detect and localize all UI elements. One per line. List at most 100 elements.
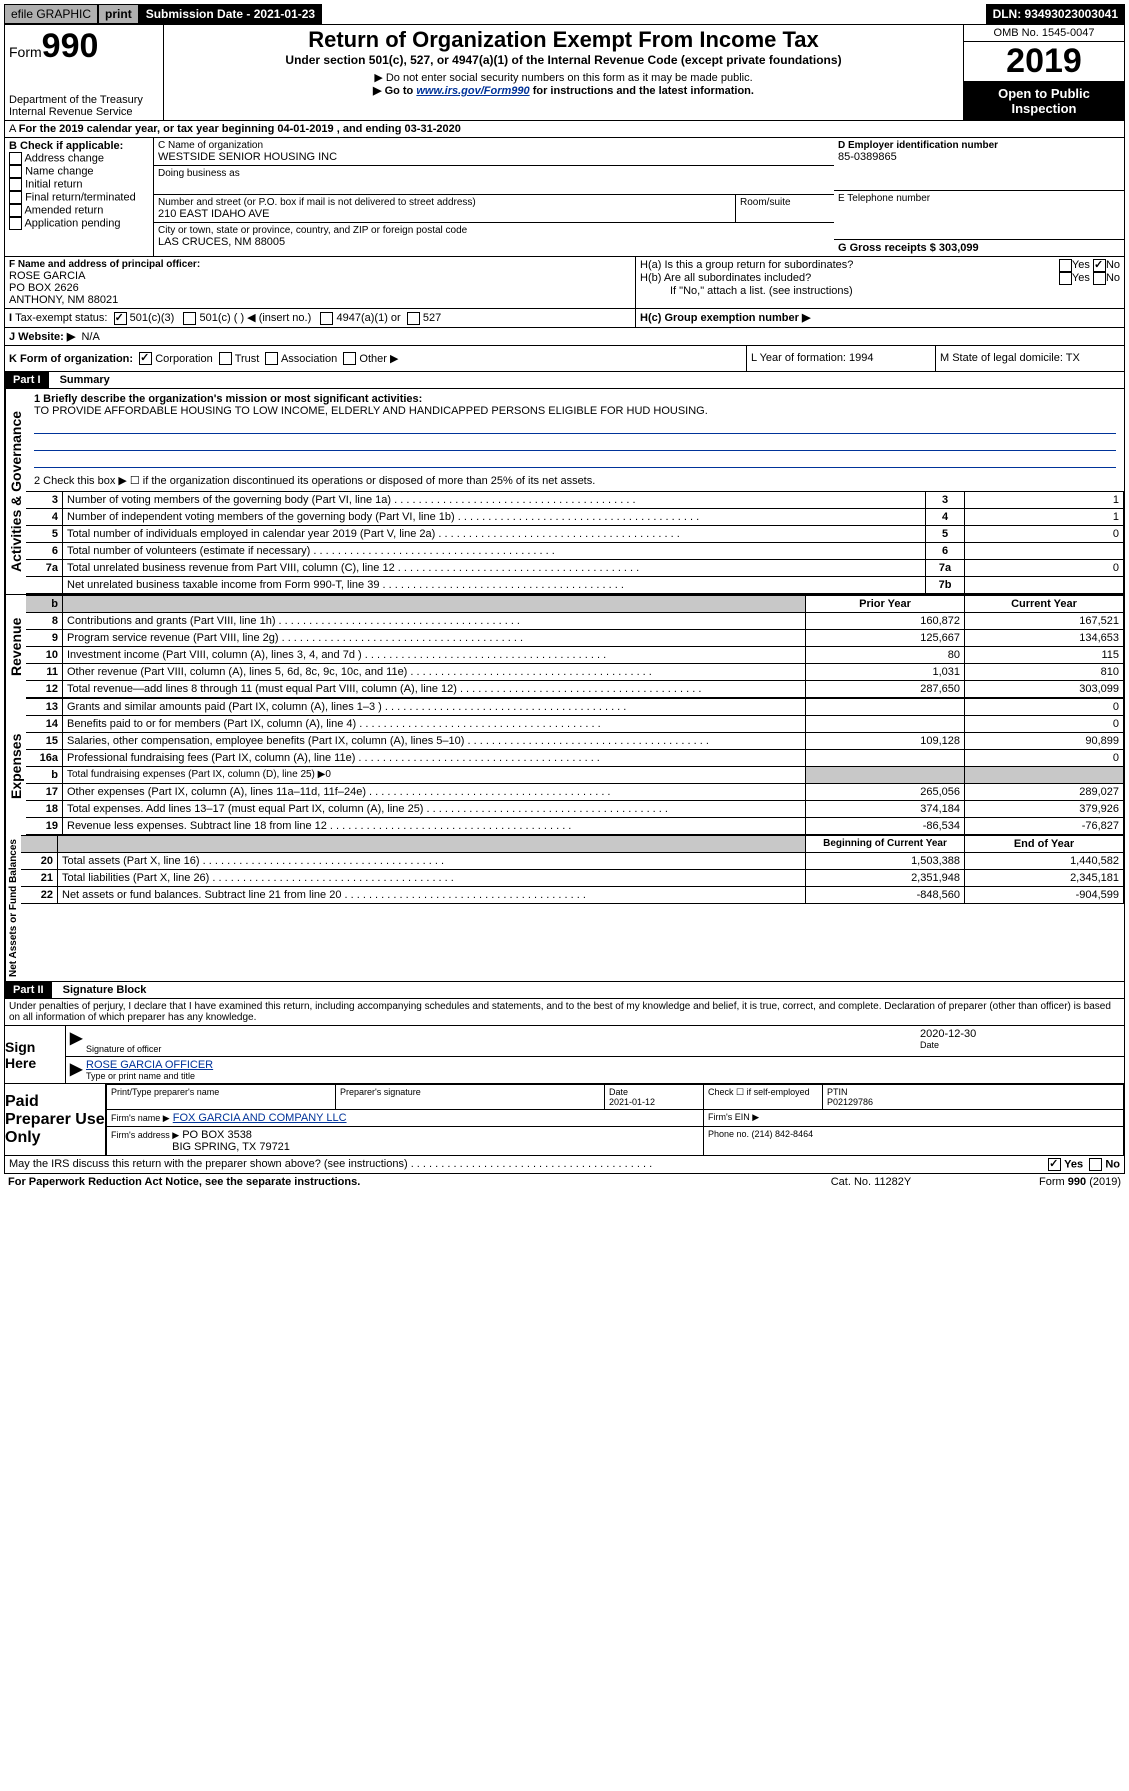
- officer-label: F Name and address of principal officer:: [9, 259, 631, 270]
- efile-label: efile GRAPHIC: [4, 4, 98, 24]
- firm-addr: PO BOX 3538: [182, 1129, 252, 1141]
- discuss-yes[interactable]: [1048, 1158, 1061, 1171]
- discuss-no[interactable]: [1089, 1158, 1102, 1171]
- vert-activities: Activities & Governance: [5, 389, 26, 594]
- open-to-public: Open to Public Inspection: [964, 82, 1124, 120]
- subtitle: Under section 501(c), 527, or 4947(a)(1)…: [168, 53, 959, 67]
- submission-date: Submission Date - 2021-01-23: [139, 4, 322, 24]
- table-row: 6 Total number of volunteers (estimate i…: [26, 543, 1124, 560]
- org-name-label: C Name of organization: [158, 140, 830, 151]
- ptin-value: P02129786: [827, 1097, 873, 1107]
- box-f: F Name and address of principal officer:…: [4, 257, 636, 309]
- check-amended[interactable]: Amended return: [9, 204, 149, 217]
- vert-net: Net Assets or Fund Balances: [5, 835, 21, 981]
- line-j: J Website: ▶ N/A: [4, 328, 1125, 346]
- check-initial[interactable]: Initial return: [9, 178, 149, 191]
- table-row: 22 Net assets or fund balances. Subtract…: [21, 887, 1124, 904]
- table-row: 17 Other expenses (Part IX, column (A), …: [26, 784, 1124, 801]
- paid-preparer-label: Paid Preparer Use Only: [5, 1084, 106, 1155]
- line-a: A For the 2019 calendar year, or tax yea…: [4, 121, 1125, 138]
- ptin-label: PTIN: [827, 1087, 848, 1097]
- table-row: 19 Revenue less expenses. Subtract line …: [26, 818, 1124, 835]
- check-final[interactable]: Final return/terminated: [9, 191, 149, 204]
- irs-link[interactable]: www.irs.gov/Form990: [416, 85, 529, 97]
- chk-501c3[interactable]: [114, 312, 127, 325]
- current-year-header: Current Year: [965, 596, 1124, 613]
- box-b: B Check if applicable: Address change Na…: [4, 138, 154, 257]
- arrow-icon: ▶: [70, 1028, 86, 1054]
- begin-year-header: Beginning of Current Year: [806, 836, 965, 853]
- officer-name-label: Type or print name and title: [86, 1071, 1120, 1081]
- table-row: 8 Contributions and grants (Part VIII, l…: [26, 613, 1124, 630]
- expenses-table: 13 Grants and similar amounts paid (Part…: [26, 698, 1124, 835]
- discuss-text: May the IRS discuss this return with the…: [9, 1158, 1048, 1171]
- firm-ein-label: Firm's EIN ▶: [704, 1110, 1124, 1127]
- q2-text: 2 Check this box ▶ ☐ if the organization…: [34, 474, 1116, 487]
- discuss-row: May the IRS discuss this return with the…: [4, 1156, 1125, 1174]
- table-row: 16a Professional fundraising fees (Part …: [26, 750, 1124, 767]
- officer-addr2: ANTHONY, NM 88021: [9, 294, 631, 306]
- org-info-block: B Check if applicable: Address change Na…: [4, 138, 1125, 257]
- klm-row: K Form of organization: Corporation Trus…: [4, 346, 1125, 373]
- top-bar: efile GRAPHIC print Submission Date - 20…: [4, 4, 1125, 24]
- table-row: Net unrelated business taxable income fr…: [26, 577, 1124, 594]
- net-table: Beginning of Current Year End of Year 20…: [21, 835, 1124, 904]
- table-row: 20 Total assets (Part X, line 16) 1,503,…: [21, 853, 1124, 870]
- org-name: WESTSIDE SENIOR HOUSING INC: [158, 151, 830, 163]
- part1-body: Activities & Governance 1 Briefly descri…: [4, 389, 1125, 982]
- revenue-table: b Prior Year Current Year 8 Contribution…: [26, 595, 1124, 698]
- prior-year-header: Prior Year: [806, 596, 965, 613]
- form-number: Form990: [9, 27, 159, 66]
- box-deg: D Employer identification number 85-0389…: [834, 138, 1125, 257]
- chk-4947[interactable]: [320, 312, 333, 325]
- officer-printed-name[interactable]: ROSE GARCIA OFFICER: [86, 1059, 213, 1071]
- page-title: Return of Organization Exempt From Incom…: [168, 27, 959, 53]
- department-label: Department of the Treasury Internal Reve…: [9, 94, 159, 118]
- h-b-no[interactable]: [1093, 272, 1106, 285]
- table-row: 4 Number of independent voting members o…: [26, 509, 1124, 526]
- tax-year: 2019: [964, 42, 1124, 82]
- chk-trust[interactable]: [219, 352, 232, 365]
- h-a-yes[interactable]: [1059, 259, 1072, 272]
- form-prefix: Form: [9, 44, 42, 60]
- prep-date-label: Date: [609, 1087, 628, 1097]
- h-b-yes[interactable]: [1059, 272, 1072, 285]
- table-row: 7a Total unrelated business revenue from…: [26, 560, 1124, 577]
- table-row: 13 Grants and similar amounts paid (Part…: [26, 699, 1124, 716]
- org-address: 210 EAST IDAHO AVE: [158, 208, 731, 220]
- line-k: K Form of organization: Corporation Trus…: [4, 346, 747, 373]
- chk-527[interactable]: [407, 312, 420, 325]
- h-a: H(a) Is this a group return for subordin…: [640, 259, 1059, 272]
- omb-number: OMB No. 1545-0047: [964, 25, 1124, 42]
- firm-name[interactable]: FOX GARCIA AND COMPANY LLC: [173, 1112, 347, 1124]
- chk-501c[interactable]: [183, 312, 196, 325]
- chk-corp[interactable]: [139, 352, 152, 365]
- part2-tag: Part II: [5, 982, 52, 998]
- note-ssn: ▶ Do not enter social security numbers o…: [168, 71, 959, 84]
- preparer-table: Print/Type preparer's name Preparer's si…: [106, 1084, 1124, 1155]
- note-link: ▶ Go to www.irs.gov/Form990 for instruct…: [168, 84, 959, 97]
- check-address[interactable]: Address change: [9, 152, 149, 165]
- part1-header: Part I Summary: [4, 372, 1125, 389]
- firm-phone: Phone no. (214) 842-8464: [704, 1127, 1124, 1156]
- city-label: City or town, state or province, country…: [158, 225, 830, 236]
- self-employed-check[interactable]: Check ☐ if self-employed: [704, 1085, 823, 1110]
- i-row: I Tax-exempt status: 501(c)(3) 501(c) ( …: [4, 309, 1125, 328]
- form-990-num: 990: [42, 27, 99, 65]
- table-row: 9 Program service revenue (Part VIII, li…: [26, 630, 1124, 647]
- chk-other[interactable]: [343, 352, 356, 365]
- h-a-no[interactable]: [1093, 259, 1106, 272]
- website: N/A: [81, 331, 99, 343]
- addr-label: Number and street (or P.O. box if mail i…: [158, 197, 731, 208]
- end-year-header: End of Year: [965, 836, 1124, 853]
- paid-preparer-block: Paid Preparer Use Only Print/Type prepar…: [4, 1084, 1125, 1156]
- vert-expenses: Expenses: [5, 698, 26, 835]
- print-button[interactable]: print: [98, 4, 139, 24]
- chk-assoc[interactable]: [265, 352, 278, 365]
- form-header: Form990 Department of the Treasury Inter…: [4, 24, 1125, 121]
- line-l: L Year of formation: 1994: [747, 346, 936, 373]
- tax-exempt-status: I Tax-exempt status: 501(c)(3) 501(c) ( …: [4, 309, 636, 328]
- check-name[interactable]: Name change: [9, 165, 149, 178]
- check-pending[interactable]: Application pending: [9, 217, 149, 230]
- table-row: 14 Benefits paid to or for members (Part…: [26, 716, 1124, 733]
